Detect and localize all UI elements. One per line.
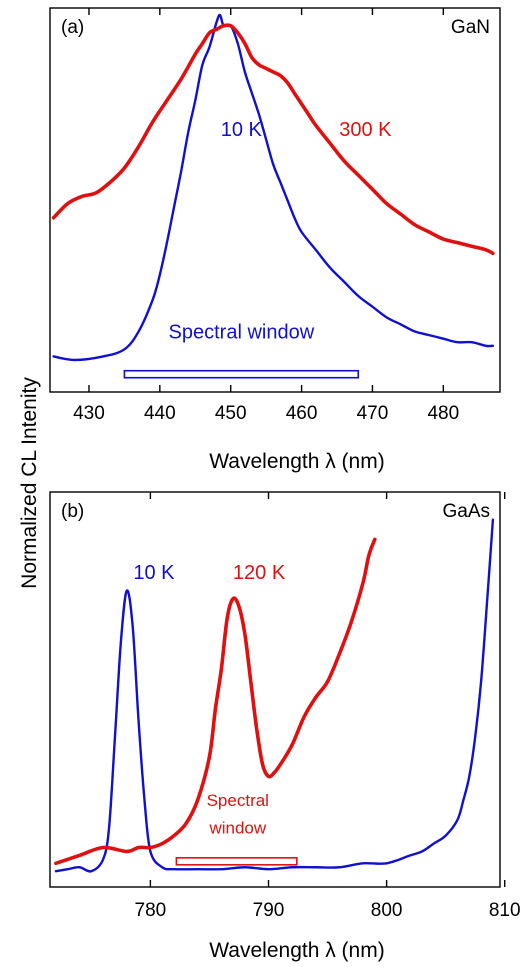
x-tick-label: 460 [286,403,318,424]
x-tick-label: 430 [73,403,105,424]
material-label: GaN [451,17,490,38]
annotation-label: 10 K [133,562,175,584]
panel-a: 430 440 450 460 470 480 Wavelength λ (nm) (a) Ga… [49,7,501,473]
x-tick-label: 480 [427,403,459,424]
x-axis-label: Wavelength λ (nm) [209,450,384,473]
series-line-10k [52,13,495,362]
annotation-label: 300 K [339,119,392,141]
x-tick-label: 440 [144,403,176,424]
annotation-label: 10 K [221,119,263,141]
annotation-label: Spectral [207,791,269,810]
plot-frame [49,491,501,888]
spectral-window-box [123,369,360,379]
x-tick-label: 470 [357,403,389,424]
plot-frame [49,7,501,393]
material-label: GaAs [442,501,490,522]
spectral-window-box [175,857,298,866]
x-axis-label: Wavelength λ (nm) [209,939,384,962]
annotation-label: Spectral window [169,322,315,344]
y-axis-label: Normalized CL Intenity [18,377,41,589]
x-tick-label: 810 [489,900,521,921]
annotation-label: window [208,819,266,838]
annotation-label: 120 K [233,562,286,584]
series-line-300k [51,23,495,256]
panel-label: (b) [61,501,84,522]
x-tick-label: 800 [371,900,403,921]
x-tick-label: 450 [215,403,247,424]
x-tick-label: 790 [253,900,285,921]
series-line-120k [54,537,377,866]
panel-label: (a) [61,17,84,38]
x-tick-label: 780 [135,900,167,921]
panel-b: 780 790 800 810 Wavelength λ (nm) (b) GaAs 10 K… [49,491,521,962]
series-line-10k [54,518,495,873]
